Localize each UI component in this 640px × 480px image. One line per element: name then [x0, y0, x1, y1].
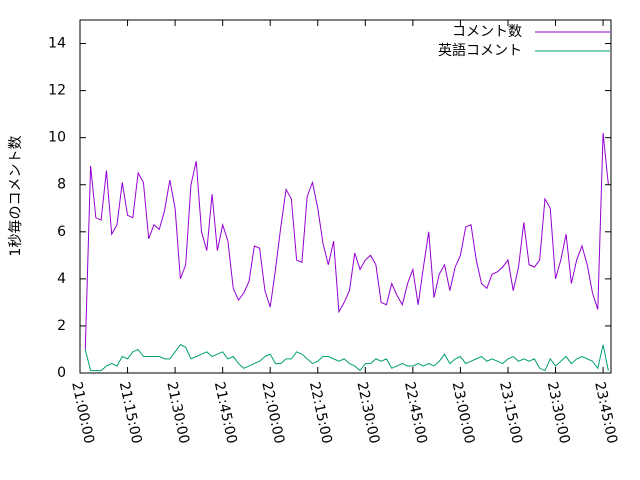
x-tick-label: 22:45:00	[401, 380, 430, 445]
x-tick-label: 21:15:00	[116, 380, 145, 445]
x-tick-label: 23:15:00	[496, 380, 525, 445]
x-tick-label: 21:45:00	[211, 380, 240, 445]
legend-label: 英語コメント	[438, 42, 522, 59]
series-line	[84, 344, 609, 372]
y-tick-label: 14	[48, 36, 66, 52]
y-tick-label: 8	[57, 177, 66, 193]
y-tick-label: 6	[57, 224, 66, 240]
x-tick-label: 22:00:00	[258, 380, 287, 445]
y-tick-label: 10	[48, 130, 66, 146]
y-tick-label: 0	[57, 365, 66, 381]
y-axis-label: 1秒毎のコメント数	[8, 136, 24, 257]
x-tick-label: 23:30:00	[544, 380, 573, 445]
y-tick-label: 12	[48, 83, 66, 99]
x-tick-label: 21:00:00	[68, 380, 97, 445]
series-line	[84, 132, 609, 350]
x-tick-label: 22:15:00	[306, 380, 335, 445]
x-tick-label: 22:30:00	[353, 380, 382, 445]
y-tick-label: 4	[57, 271, 66, 287]
plot-frame	[79, 19, 612, 374]
legend-label: コメント数	[452, 24, 522, 40]
y-tick-label: 2	[57, 318, 66, 334]
x-tick-label: 23:00:00	[449, 380, 478, 445]
x-tick-label: 23:45:00	[591, 380, 620, 445]
x-tick-label: 21:30:00	[163, 380, 192, 445]
